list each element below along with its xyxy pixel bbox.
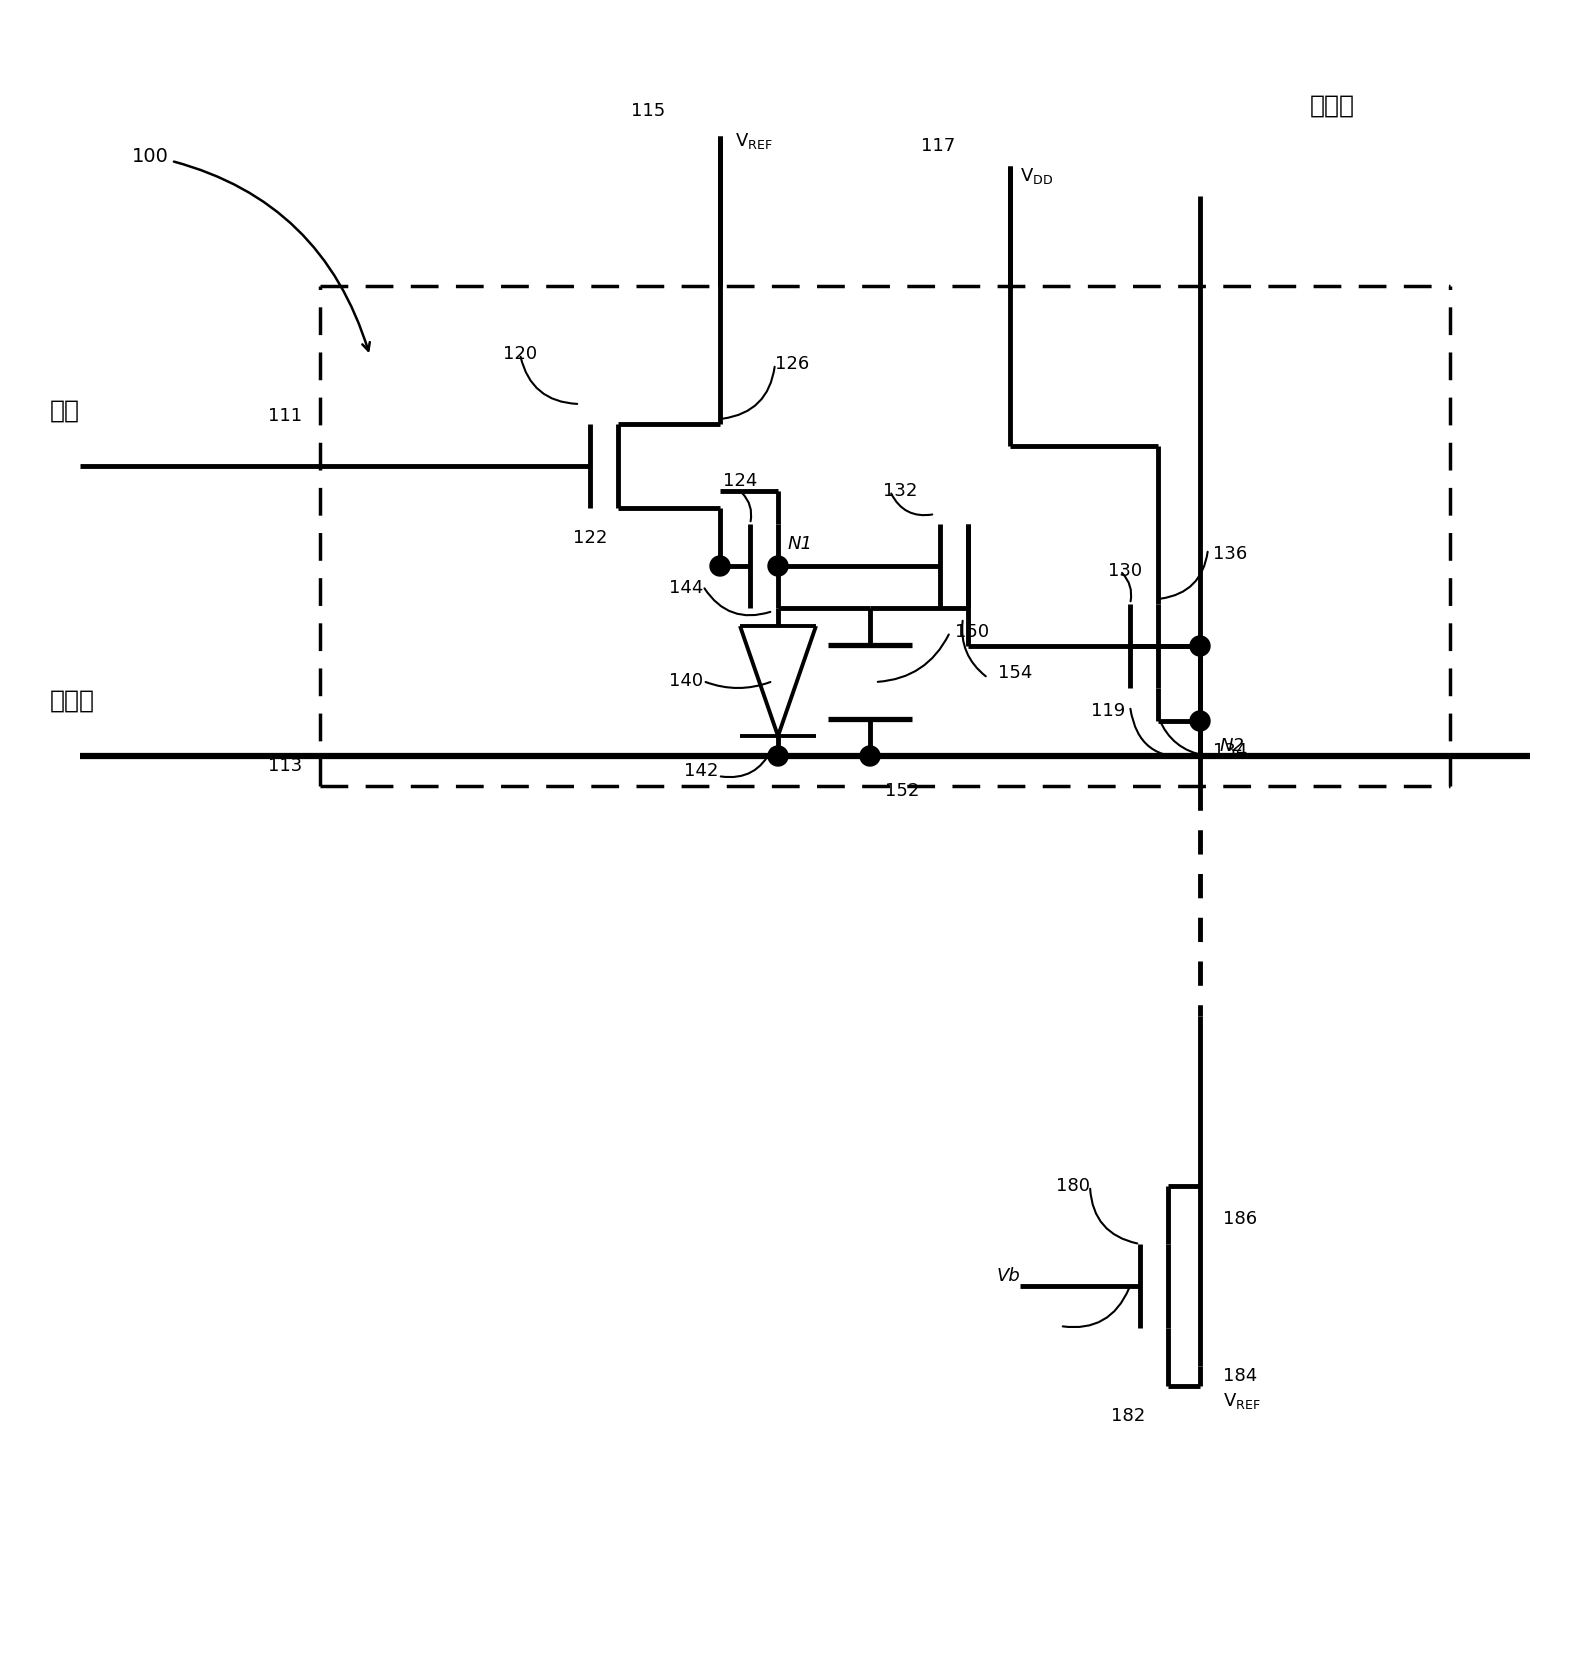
Text: 119: 119 [1090, 701, 1125, 720]
Text: 184: 184 [1223, 1368, 1258, 1384]
Text: N2: N2 [1219, 736, 1245, 755]
Text: 115: 115 [630, 102, 666, 120]
Text: 152: 152 [886, 781, 919, 800]
Text: 132: 132 [883, 481, 918, 500]
Text: N1: N1 [788, 535, 812, 553]
Text: 150: 150 [954, 623, 990, 641]
Text: 124: 124 [723, 471, 757, 490]
Text: 120: 120 [503, 345, 538, 363]
Text: 142: 142 [683, 761, 718, 780]
Text: 100: 100 [131, 147, 370, 350]
Text: 126: 126 [776, 355, 809, 373]
Text: 144: 144 [669, 580, 702, 596]
Circle shape [768, 746, 788, 766]
Text: 136: 136 [1213, 545, 1246, 563]
Text: 180: 180 [1057, 1176, 1090, 1195]
Text: 113: 113 [268, 756, 302, 775]
Text: 行输出: 行输出 [1310, 93, 1355, 118]
Circle shape [1191, 711, 1210, 731]
Text: 117: 117 [921, 137, 954, 155]
Text: 154: 154 [998, 665, 1033, 681]
Text: 111: 111 [268, 407, 302, 425]
Text: Vb: Vb [996, 1268, 1020, 1284]
Text: 122: 122 [573, 530, 606, 546]
Text: V$_{\rm REF}$: V$_{\rm REF}$ [736, 132, 772, 152]
Text: 重置: 重置 [49, 398, 80, 423]
Text: V$_{\rm REF}$: V$_{\rm REF}$ [1223, 1391, 1261, 1411]
Text: 182: 182 [1111, 1408, 1144, 1424]
Circle shape [860, 746, 879, 766]
Circle shape [768, 556, 788, 576]
Text: 134: 134 [1213, 741, 1248, 760]
Text: 列选择: 列选择 [49, 690, 96, 713]
Text: 140: 140 [669, 671, 702, 690]
Text: 186: 186 [1223, 1210, 1258, 1228]
Circle shape [710, 556, 729, 576]
Text: 130: 130 [1108, 561, 1143, 580]
Text: V$_{\rm DD}$: V$_{\rm DD}$ [1020, 167, 1053, 187]
Circle shape [1191, 636, 1210, 656]
